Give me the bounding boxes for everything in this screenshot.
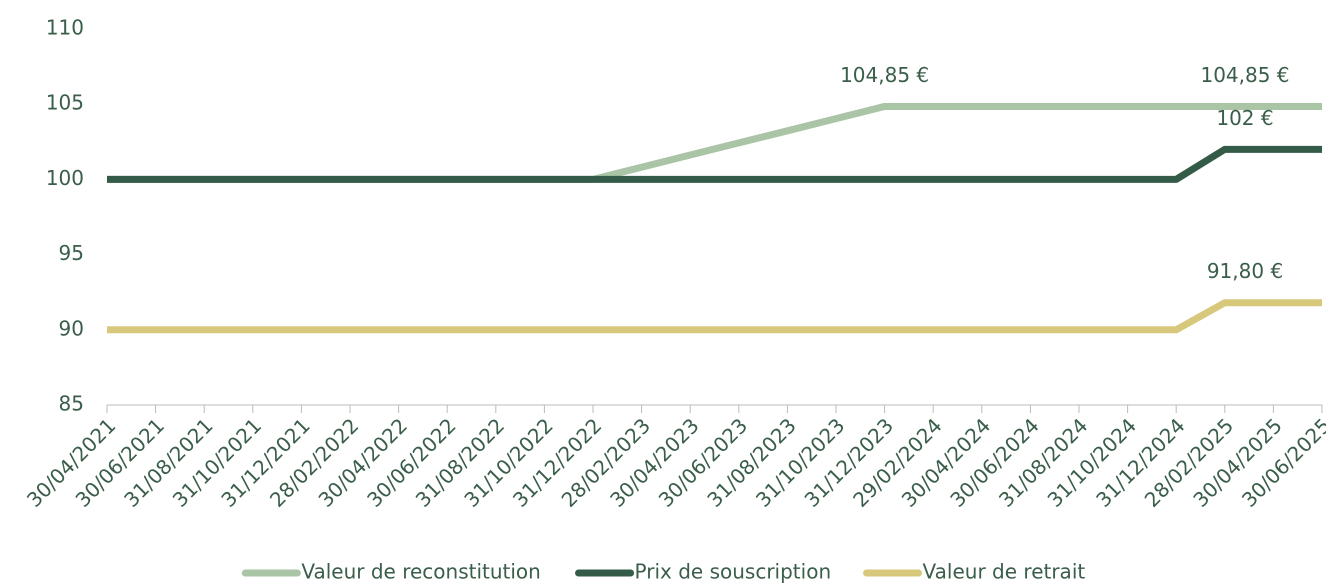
y-tick-label: 100 bbox=[46, 166, 84, 190]
y-tick-label: 95 bbox=[59, 241, 84, 265]
y-tick-label: 85 bbox=[59, 392, 84, 416]
y-tick-label: 90 bbox=[59, 316, 84, 340]
legend-label: Valeur de reconstitution bbox=[301, 560, 541, 584]
data-label: 104,85 € bbox=[1200, 63, 1289, 87]
data-label: 102 € bbox=[1216, 106, 1273, 130]
y-tick-label: 105 bbox=[46, 91, 84, 115]
data-label: 91,80 € bbox=[1207, 259, 1283, 283]
y-tick-label: 110 bbox=[46, 16, 84, 40]
line bbox=[107, 299, 1322, 334]
legend-label: Valeur de retrait bbox=[923, 560, 1086, 584]
line bbox=[107, 145, 1322, 183]
line bbox=[107, 102, 1322, 183]
legend-label: Prix de souscription bbox=[635, 560, 832, 584]
data-label: 104,85 € bbox=[840, 63, 929, 87]
